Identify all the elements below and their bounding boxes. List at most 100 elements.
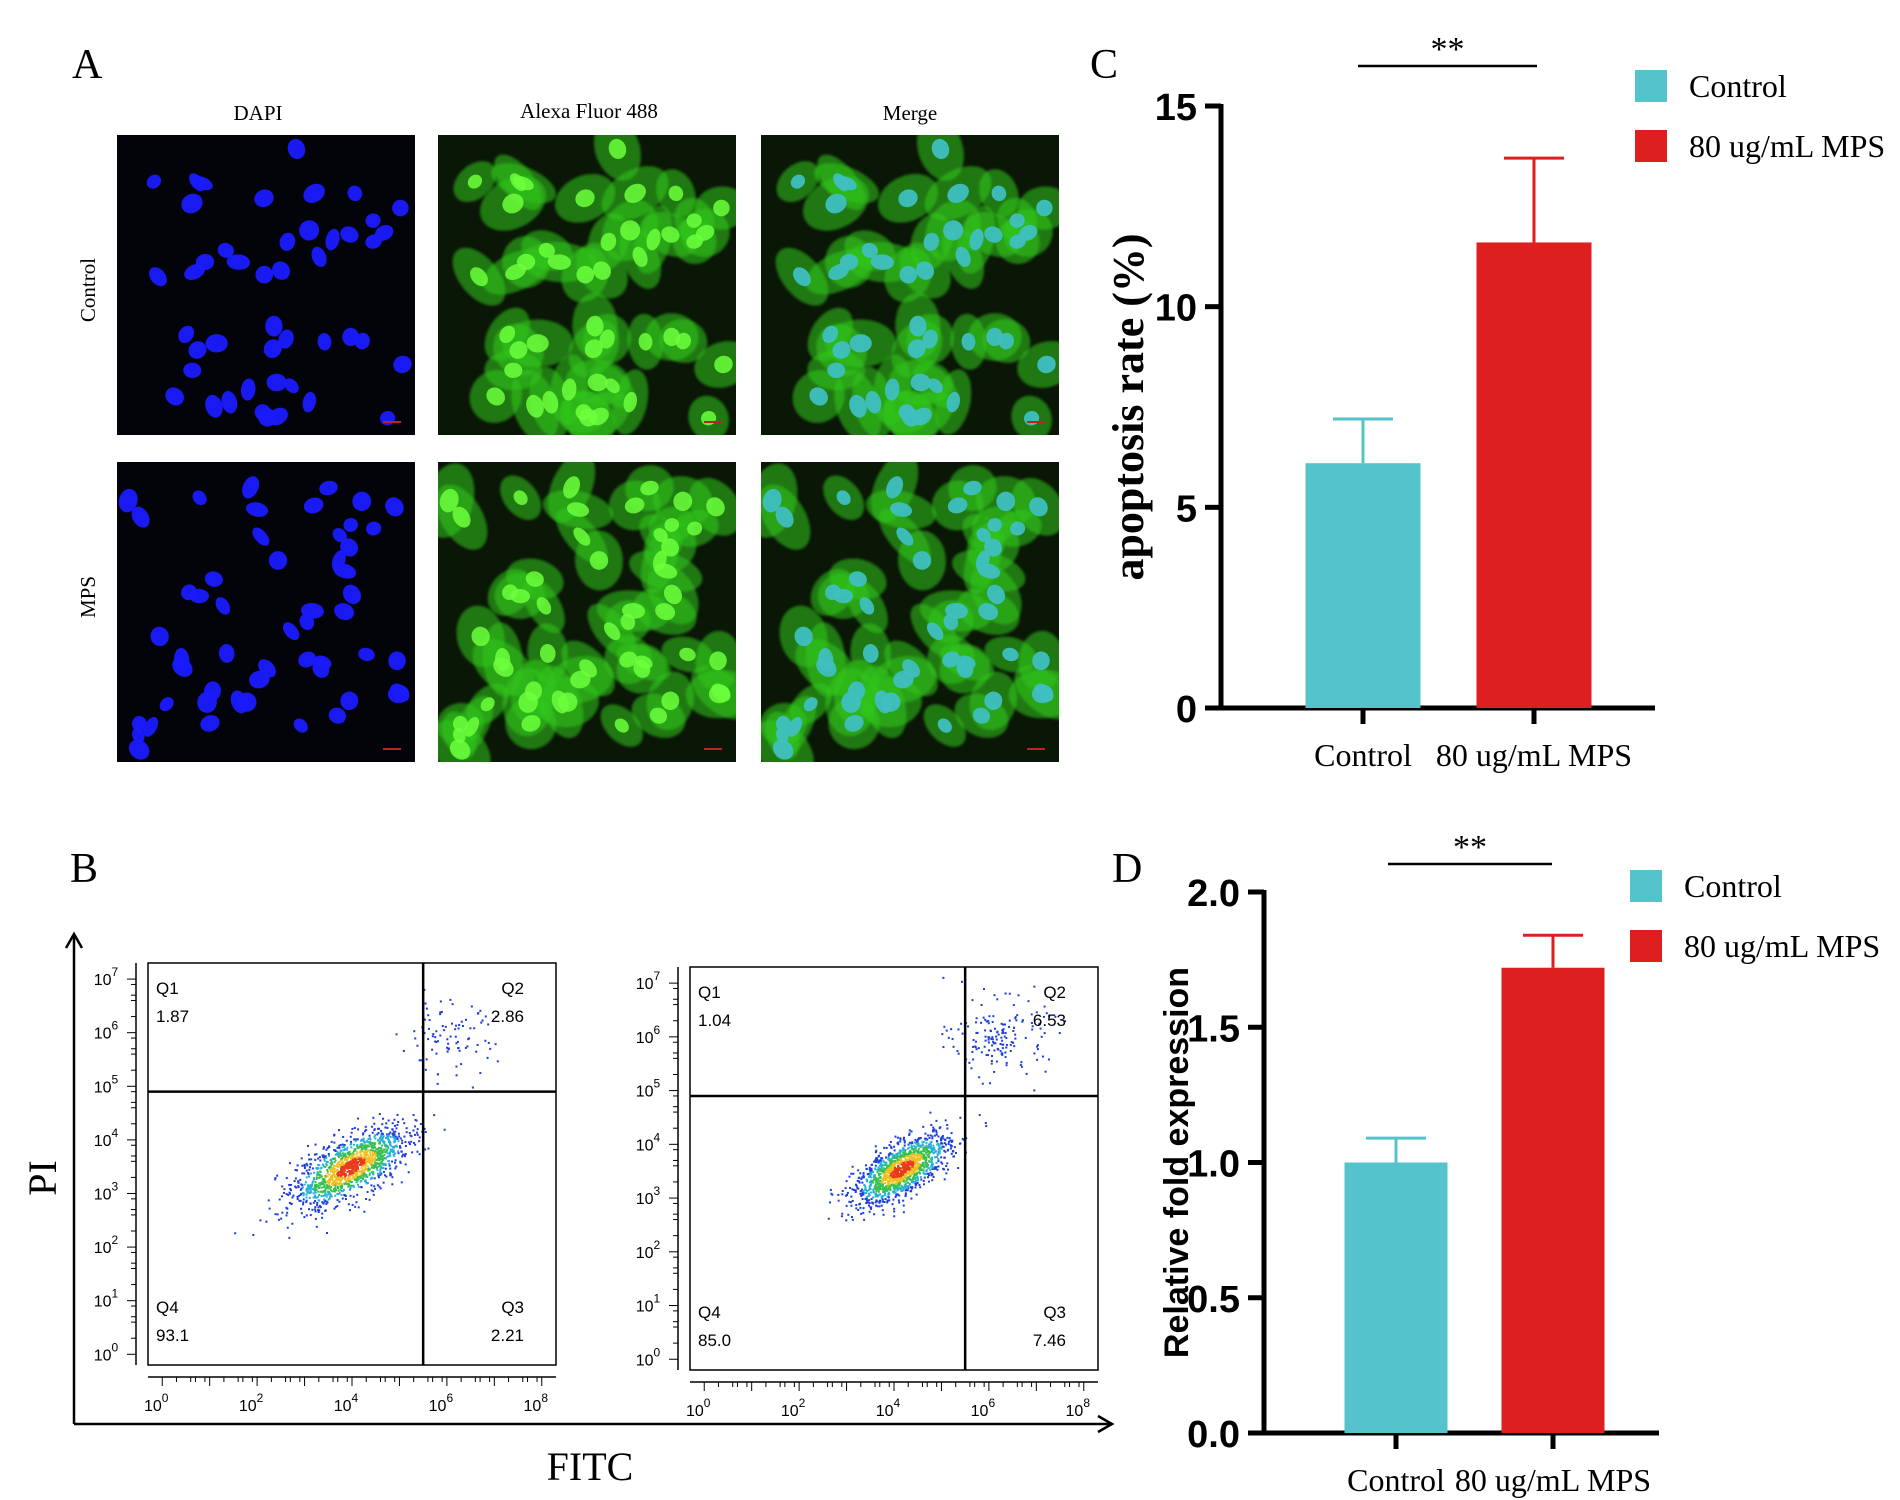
- y-tick-label: 101: [94, 1287, 119, 1311]
- y-axis: 0.0 0.5 1.0 1.5 2.0 Relative fold expression: [1158, 873, 1267, 1456]
- plot-frame: [689, 966, 1099, 1371]
- y-tick-label: 2.0: [1187, 873, 1240, 915]
- legend: Control 80 ug/mL MPS: [1635, 68, 1885, 164]
- micrograph-grid: [117, 135, 1059, 762]
- panel-c-letter: C: [1090, 42, 1118, 88]
- q1-name: Q1: [156, 979, 179, 998]
- x-tick-label: Control: [1314, 737, 1412, 773]
- y-tick-label: 106: [636, 1023, 661, 1047]
- y-tick-label: 102: [94, 1233, 119, 1257]
- y-tick-label: 10: [1155, 288, 1197, 330]
- q2-value: 2.86: [491, 1007, 524, 1026]
- y-tick-label: 15: [1155, 87, 1197, 129]
- plot-frame: [147, 962, 557, 1366]
- y-tick-label: 1.5: [1187, 1008, 1240, 1050]
- q4-value: 93.1: [156, 1326, 189, 1345]
- x-tick-label: 108: [1066, 1396, 1091, 1420]
- legend-swatch: [1635, 130, 1667, 162]
- y-tick-label: 104: [94, 1126, 119, 1150]
- x-tick-label: 108: [524, 1391, 549, 1415]
- y-tick-label: 105: [636, 1077, 661, 1101]
- y-tick-label: 105: [94, 1072, 119, 1096]
- x-tick-label: 104: [334, 1391, 359, 1415]
- y-tick-label: 100: [636, 1345, 661, 1369]
- panel-b-letter: B: [70, 846, 98, 892]
- panel-c: C 0 5 10 15 apoptosis rate (%) Control 80 ug/m…: [1090, 31, 1885, 773]
- micrograph-mps-merge: [761, 462, 1059, 762]
- pi-axis-label: PI: [20, 1160, 65, 1196]
- legend-label: Control: [1684, 868, 1782, 904]
- legend-swatch: [1630, 930, 1662, 962]
- bar-control: [1305, 463, 1421, 708]
- flow-events: [234, 988, 499, 1239]
- bar-mps: [1476, 242, 1592, 708]
- micrograph-mps-alexa: [438, 462, 736, 762]
- y-tick-label: 5: [1176, 488, 1197, 530]
- q3-value: 2.21: [491, 1326, 524, 1345]
- fold-expression-bar-chart: 0.0 0.5 1.0 1.5 2.0 Relative fold expression C…: [1158, 829, 1880, 1498]
- q1-value: 1.04: [698, 1011, 731, 1030]
- row-label-control: Control: [76, 258, 100, 322]
- y-tick-label: 104: [636, 1130, 661, 1154]
- y-tick-label: 107: [636, 969, 661, 993]
- y-tick-label: 102: [636, 1238, 661, 1262]
- y-tick-label: 0.5: [1187, 1279, 1240, 1321]
- x-tick-label: 100: [686, 1396, 711, 1420]
- q4-name: Q4: [698, 1303, 721, 1322]
- micrograph-control-dapi: [117, 135, 415, 435]
- q1-value: 1.87: [156, 1007, 189, 1026]
- x-tick-label: 102: [781, 1396, 806, 1420]
- significance-label: **: [1453, 829, 1487, 866]
- y-axis: 0 5 10 15 apoptosis rate (%): [1104, 87, 1224, 731]
- column-label-merge: Merge: [883, 101, 937, 125]
- column-label-dapi: DAPI: [233, 101, 282, 125]
- panel-b: B PI FITC Q1 1.87 Q2 2.86 Q3 2.21 Q4 93.1 100 102…: [20, 846, 1115, 1489]
- panel-a: A DAPI Alexa Fluor 488 Merge Control MPS: [72, 42, 1059, 762]
- bar-control: [1344, 1162, 1448, 1433]
- q3-value: 7.46: [1033, 1331, 1066, 1350]
- q2-name: Q2: [501, 979, 524, 998]
- q1-name: Q1: [698, 983, 721, 1002]
- legend-label: Control: [1689, 68, 1787, 104]
- y-tick-label: 106: [94, 1019, 119, 1043]
- fitc-arrowhead: [1097, 1414, 1115, 1434]
- y-tick-label: 101: [636, 1292, 661, 1316]
- panel-d-letter: D: [1112, 846, 1142, 892]
- flow-y-axis: 100 101 102 103 104 105 106 107: [94, 963, 137, 1365]
- x-tick-label: 80 ug/mL MPS: [1455, 1462, 1651, 1498]
- q3-name: Q3: [1043, 1303, 1066, 1322]
- row-label-mps: MPS: [76, 576, 100, 618]
- micrograph-control-alexa: [438, 135, 736, 435]
- q2-name: Q2: [1043, 983, 1066, 1002]
- x-axis: Control 80 ug/mL MPS: [1219, 705, 1655, 773]
- x-tick-label: 106: [971, 1396, 996, 1420]
- flow-x-axis: 100 102 104 106 108: [144, 1376, 556, 1415]
- flow-y-axis: 100 101 102 103 104 105 106 107: [636, 967, 679, 1370]
- y-tick-label: 103: [94, 1179, 119, 1203]
- q3-name: Q3: [501, 1298, 524, 1317]
- legend: Control 80 ug/mL MPS: [1630, 868, 1880, 964]
- legend-swatch: [1630, 870, 1662, 902]
- y-tick-label: 0.0: [1187, 1414, 1240, 1456]
- y-tick-label: 103: [636, 1184, 661, 1208]
- q2-value: 6.53: [1033, 1011, 1066, 1030]
- y-tick-label: 1.0: [1187, 1144, 1240, 1186]
- panel-a-letter: A: [72, 42, 103, 88]
- pi-arrowhead: [64, 931, 84, 949]
- panel-d: D 0.0 0.5 1.0 1.5 2.0 Relative fold expressio…: [1112, 829, 1880, 1498]
- micrograph-control-merge: [761, 135, 1059, 435]
- significance-label: **: [1431, 31, 1465, 68]
- x-tick-label: 104: [876, 1396, 901, 1420]
- legend-label: 80 ug/mL MPS: [1689, 128, 1885, 164]
- y-axis-label: Relative fold expression: [1158, 967, 1196, 1358]
- flow-events: [827, 976, 1067, 1222]
- fitc-axis-label: FITC: [547, 1444, 634, 1489]
- x-tick-label: 100: [144, 1391, 169, 1415]
- y-tick-label: 0: [1176, 689, 1197, 731]
- q4-name: Q4: [156, 1298, 179, 1317]
- column-label-alexa: Alexa Fluor 488: [520, 99, 658, 123]
- y-tick-label: 100: [94, 1340, 119, 1364]
